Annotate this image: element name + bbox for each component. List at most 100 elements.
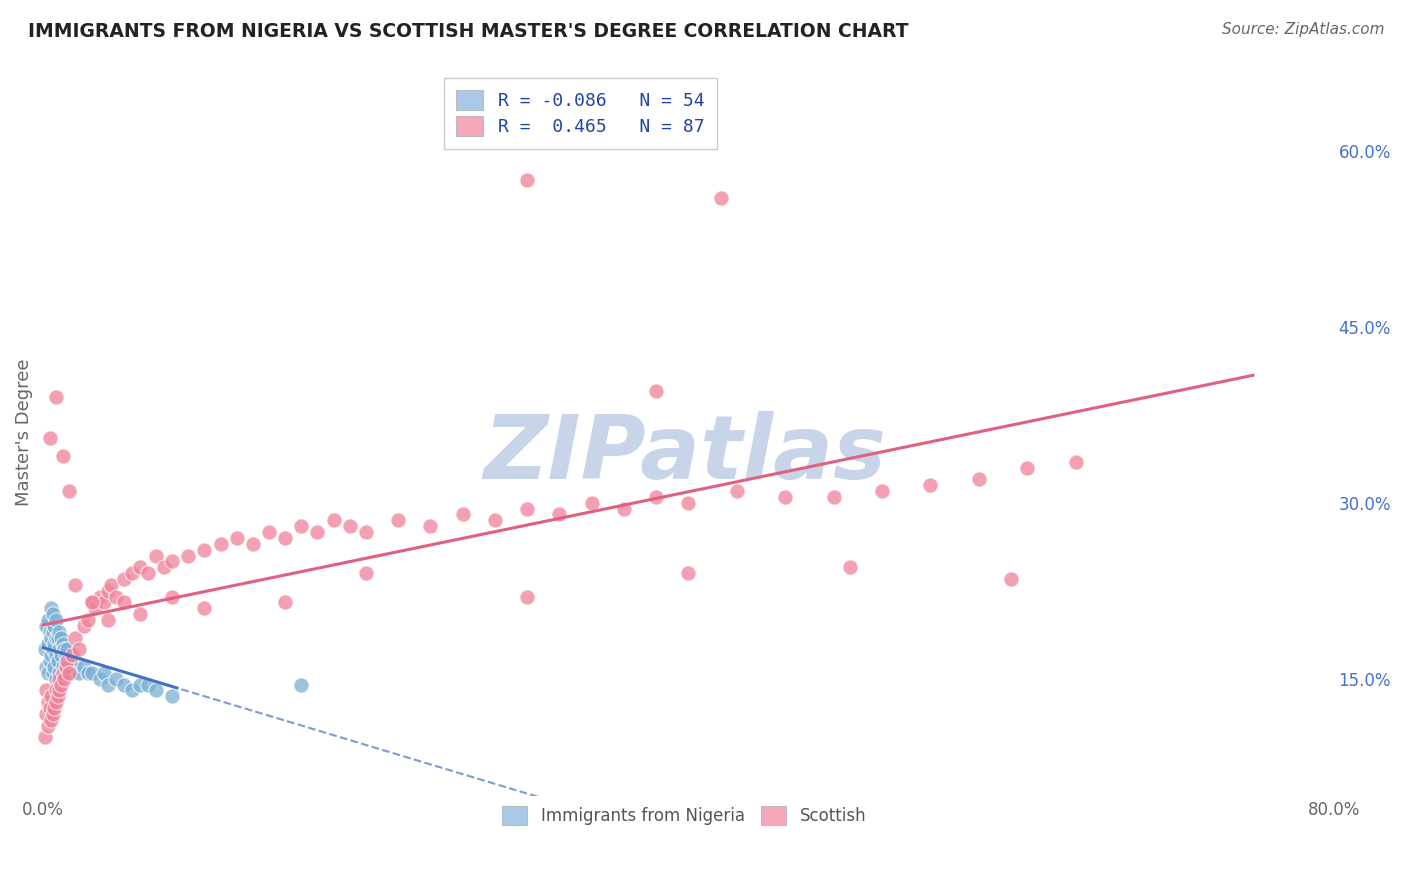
Point	[160, 690, 183, 704]
Point	[112, 677, 135, 691]
Point	[97, 583, 120, 598]
Point	[89, 590, 111, 604]
Point	[49, 648, 72, 663]
Point	[39, 631, 62, 645]
Point	[55, 648, 77, 663]
Point	[39, 690, 62, 704]
Point	[72, 660, 94, 674]
Point	[129, 677, 152, 691]
Point	[45, 613, 67, 627]
Point	[484, 513, 506, 527]
Point	[58, 483, 80, 498]
Point	[44, 619, 66, 633]
Point	[193, 542, 215, 557]
Point	[274, 595, 297, 609]
Point	[49, 677, 72, 691]
Point	[967, 472, 990, 486]
Point	[37, 613, 59, 627]
Point	[38, 624, 60, 639]
Point	[65, 631, 87, 645]
Point	[38, 431, 60, 445]
Point	[55, 660, 77, 674]
Point	[48, 642, 70, 657]
Point	[160, 554, 183, 568]
Point	[354, 524, 377, 539]
Point	[516, 501, 538, 516]
Point	[51, 449, 73, 463]
Point	[46, 690, 69, 704]
Point	[129, 607, 152, 622]
Point	[129, 560, 152, 574]
Point	[48, 624, 70, 639]
Point	[65, 654, 87, 668]
Point	[45, 672, 67, 686]
Point	[60, 665, 83, 680]
Point	[51, 660, 73, 674]
Point	[37, 665, 59, 680]
Point	[44, 701, 66, 715]
Point	[53, 672, 76, 686]
Point	[225, 531, 247, 545]
Point	[60, 648, 83, 663]
Point	[35, 706, 58, 721]
Point	[45, 631, 67, 645]
Point	[823, 490, 845, 504]
Point	[1064, 455, 1087, 469]
Point	[121, 566, 143, 581]
Point	[65, 578, 87, 592]
Point	[45, 683, 67, 698]
Point	[100, 578, 122, 592]
Point	[870, 483, 893, 498]
Point	[34, 642, 56, 657]
Point	[80, 665, 103, 680]
Point	[72, 619, 94, 633]
Point	[145, 683, 167, 698]
Point	[89, 672, 111, 686]
Point	[242, 537, 264, 551]
Point	[274, 531, 297, 545]
Point	[97, 613, 120, 627]
Point	[419, 519, 441, 533]
Point	[44, 660, 66, 674]
Point	[387, 513, 409, 527]
Point	[48, 683, 70, 698]
Point	[58, 665, 80, 680]
Point	[83, 601, 105, 615]
Point	[160, 590, 183, 604]
Point	[153, 560, 176, 574]
Point	[44, 636, 66, 650]
Point	[48, 672, 70, 686]
Point	[678, 496, 700, 510]
Point	[37, 719, 59, 733]
Point	[56, 642, 79, 657]
Legend: Immigrants from Nigeria, Scottish: Immigrants from Nigeria, Scottish	[492, 797, 876, 835]
Point	[104, 590, 127, 604]
Point	[34, 731, 56, 745]
Point	[920, 478, 942, 492]
Point	[37, 695, 59, 709]
Point	[290, 519, 312, 533]
Point	[42, 665, 65, 680]
Point	[838, 560, 860, 574]
Point	[45, 648, 67, 663]
Point	[51, 636, 73, 650]
Point	[710, 191, 733, 205]
Point	[678, 566, 700, 581]
Point	[48, 665, 70, 680]
Point	[145, 549, 167, 563]
Point	[42, 706, 65, 721]
Point	[42, 624, 65, 639]
Point	[35, 683, 58, 698]
Point	[35, 660, 58, 674]
Point	[257, 524, 280, 539]
Text: ZIPatlas: ZIPatlas	[482, 410, 886, 498]
Point	[581, 496, 603, 510]
Point	[58, 654, 80, 668]
Point	[67, 642, 90, 657]
Point	[645, 490, 668, 504]
Point	[42, 607, 65, 622]
Point	[645, 384, 668, 399]
Point	[93, 665, 115, 680]
Text: IMMIGRANTS FROM NIGERIA VS SCOTTISH MASTER'S DEGREE CORRELATION CHART: IMMIGRANTS FROM NIGERIA VS SCOTTISH MAST…	[28, 22, 908, 41]
Point	[548, 508, 571, 522]
